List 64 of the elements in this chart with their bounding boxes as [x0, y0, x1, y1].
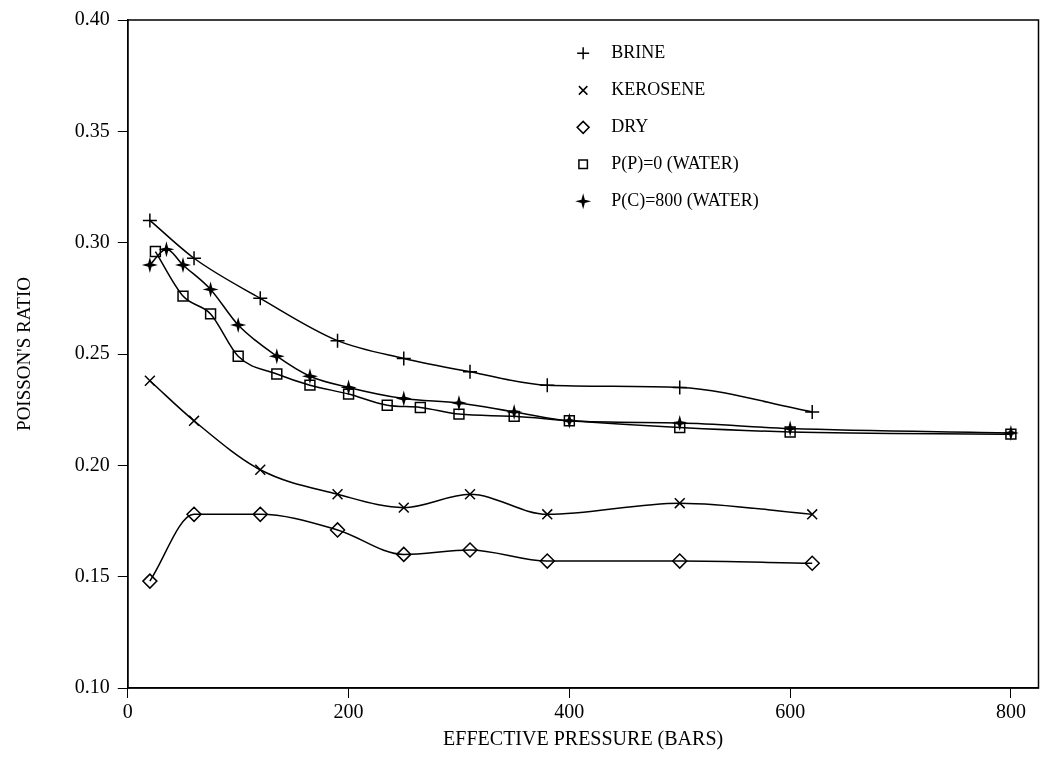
point: [268, 348, 285, 365]
y-tick-label: 0.25: [74, 341, 110, 364]
y-tick-label: 0.40: [74, 7, 110, 30]
point: [174, 256, 191, 273]
x-tick-label: 0: [122, 700, 133, 723]
point: [204, 308, 217, 320]
point: [464, 488, 476, 500]
point: [539, 377, 556, 393]
point: [450, 394, 467, 411]
point: [671, 553, 688, 569]
point: [304, 379, 316, 391]
point: [671, 415, 688, 432]
point: [230, 317, 247, 334]
point: [453, 408, 465, 420]
point: [301, 368, 318, 385]
point: [506, 403, 523, 420]
point: [462, 542, 478, 558]
point: [142, 573, 158, 589]
point: [539, 553, 556, 569]
point: [252, 506, 269, 523]
point: [396, 350, 412, 367]
legend-label: KEROSENE: [611, 79, 706, 100]
point: [271, 368, 283, 380]
point: [331, 488, 344, 500]
point: [144, 375, 156, 387]
point: [158, 241, 175, 258]
point: [414, 401, 427, 414]
point: [202, 281, 219, 298]
y-tick-label: 0.20: [74, 452, 110, 475]
point: [674, 497, 686, 509]
point: [186, 506, 202, 523]
y-axis-title: POISSON'S RATIO: [13, 277, 35, 431]
legend-label: DRY: [611, 116, 649, 137]
point: [149, 245, 162, 258]
point: [329, 332, 346, 349]
legend-label: P(P)=0 (WATER): [611, 153, 739, 175]
x-tick-label: 600: [775, 700, 806, 723]
x-axis-title: EFFECTIVE PRESSURE (BARS): [443, 727, 724, 751]
point: [784, 426, 796, 438]
point: [395, 390, 412, 407]
point: [396, 546, 412, 563]
point: [541, 508, 553, 521]
point: [381, 399, 393, 411]
point: [232, 350, 244, 362]
x-tick-label: 200: [333, 700, 364, 723]
point: [254, 464, 266, 476]
point: [142, 212, 158, 229]
y-tick-label: 0.15: [74, 563, 110, 586]
legend-label: P(C)=800 (WATER): [611, 190, 759, 212]
point: [806, 508, 818, 521]
point: [342, 388, 355, 400]
y-tick-label: 0.35: [74, 118, 110, 141]
point: [340, 379, 357, 396]
point: [508, 410, 520, 423]
y-tick-label: 0.10: [74, 675, 110, 698]
point: [674, 421, 686, 434]
y-tick-label: 0.30: [74, 229, 110, 252]
x-tick-label: 400: [554, 700, 585, 723]
x-tick-label: 800: [995, 700, 1026, 723]
point: [804, 555, 820, 572]
legend-label: BRINE: [611, 42, 666, 63]
point: [141, 256, 158, 273]
point: [329, 522, 346, 538]
point: [177, 290, 189, 302]
